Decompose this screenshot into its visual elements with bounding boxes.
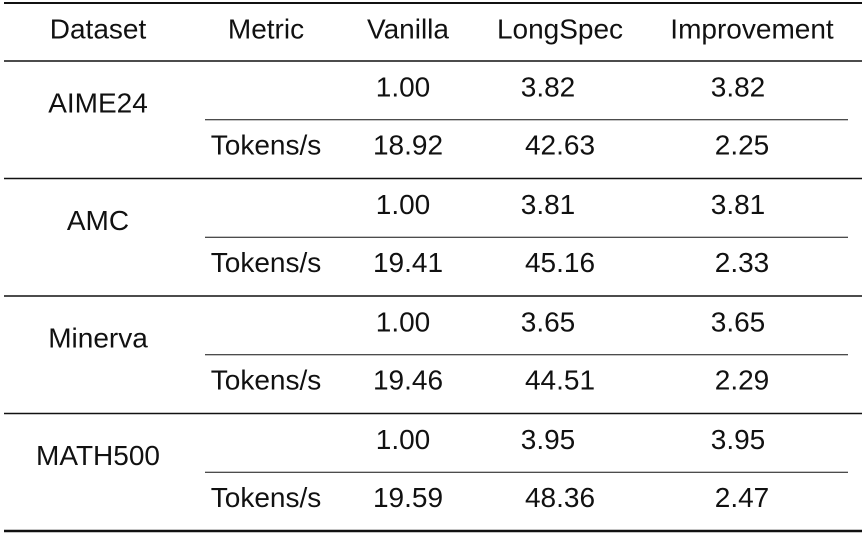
improvement-cell: 2.29 bbox=[715, 364, 770, 395]
longspec-cell: 3.82 bbox=[521, 71, 576, 102]
improvement-cell: 3.95 bbox=[711, 424, 766, 455]
vanilla-cell: 19.41 bbox=[373, 247, 443, 278]
metric-cell: Tokens/s bbox=[211, 482, 322, 513]
longspec-cell: 44.51 bbox=[525, 364, 595, 395]
improvement-cell: 2.25 bbox=[715, 129, 770, 160]
vanilla-cell: 19.46 bbox=[373, 364, 443, 395]
vanilla-cell: 1.00 bbox=[376, 306, 431, 337]
dataset-cell: AIME24 bbox=[48, 87, 148, 118]
header-cell: LongSpec bbox=[497, 13, 623, 44]
vanilla-cell: 1.00 bbox=[376, 424, 431, 455]
improvement-cell: 3.82 bbox=[711, 71, 766, 102]
dataset-cell: Minerva bbox=[48, 322, 148, 353]
longspec-cell: 3.81 bbox=[521, 189, 576, 220]
header-cell: Vanilla bbox=[367, 13, 449, 44]
dataset-cell: AMC bbox=[67, 205, 129, 236]
metric-cell: Tokens/s bbox=[211, 364, 322, 395]
vanilla-cell: 19.59 bbox=[373, 482, 443, 513]
vanilla-cell: 18.92 bbox=[373, 129, 443, 160]
metric-cell: Tokens/s bbox=[211, 247, 322, 278]
header-cell: Metric bbox=[228, 13, 304, 44]
improvement-cell: 2.33 bbox=[715, 247, 770, 278]
dataset-cell: MATH500 bbox=[36, 440, 160, 471]
longspec-cell: 3.95 bbox=[521, 424, 576, 455]
vanilla-cell: 1.00 bbox=[376, 189, 431, 220]
longspec-cell: 3.65 bbox=[521, 306, 576, 337]
longspec-cell: 48.36 bbox=[525, 482, 595, 513]
improvement-cell: 3.81 bbox=[711, 189, 766, 220]
header-cell: Improvement bbox=[670, 13, 834, 44]
longspec-cell: 45.16 bbox=[525, 247, 595, 278]
header-cell: Dataset bbox=[50, 13, 147, 44]
improvement-cell: 2.47 bbox=[715, 482, 770, 513]
longspec-cell: 42.63 bbox=[525, 129, 595, 160]
vanilla-cell: 1.00 bbox=[376, 71, 431, 102]
metric-cell: Tokens/s bbox=[211, 129, 322, 160]
improvement-cell: 3.65 bbox=[711, 306, 766, 337]
